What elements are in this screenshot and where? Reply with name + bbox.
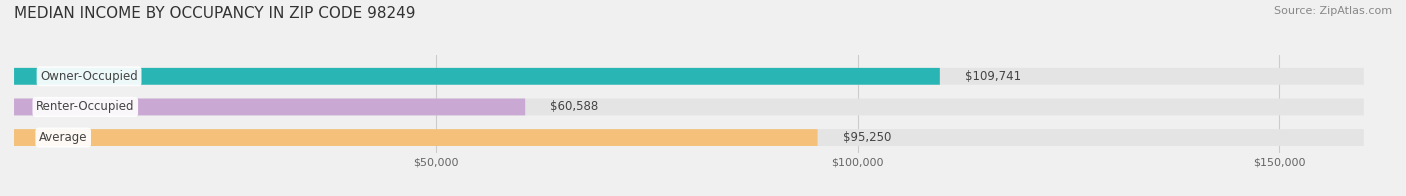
Text: Renter-Occupied: Renter-Occupied: [37, 100, 135, 113]
FancyBboxPatch shape: [14, 99, 1364, 115]
Text: $95,250: $95,250: [844, 131, 891, 144]
FancyBboxPatch shape: [14, 99, 526, 115]
FancyBboxPatch shape: [14, 129, 818, 146]
Text: Average: Average: [39, 131, 87, 144]
Text: $109,741: $109,741: [965, 70, 1021, 83]
FancyBboxPatch shape: [14, 68, 939, 85]
Text: Owner-Occupied: Owner-Occupied: [41, 70, 138, 83]
Text: $60,588: $60,588: [551, 100, 599, 113]
Text: Source: ZipAtlas.com: Source: ZipAtlas.com: [1274, 6, 1392, 16]
FancyBboxPatch shape: [14, 129, 1364, 146]
FancyBboxPatch shape: [14, 68, 1364, 85]
Text: MEDIAN INCOME BY OCCUPANCY IN ZIP CODE 98249: MEDIAN INCOME BY OCCUPANCY IN ZIP CODE 9…: [14, 6, 416, 21]
